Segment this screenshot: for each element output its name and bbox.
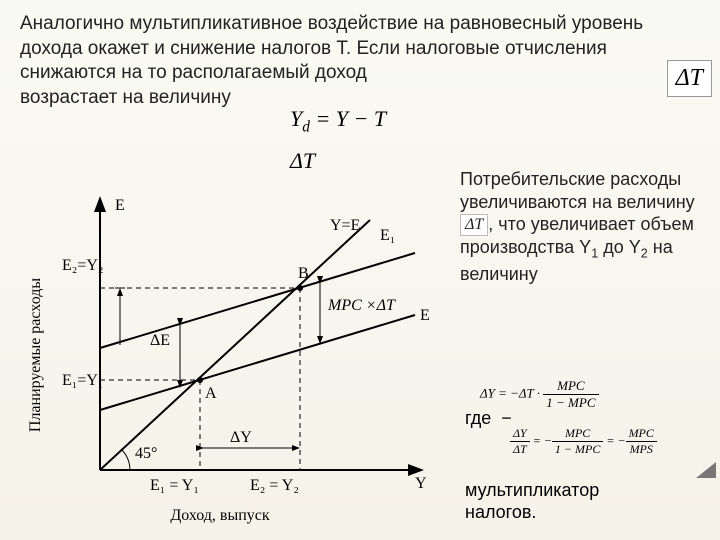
keynesian-cross-chart: Планируемые расходы E Y 45° Y=E E E₁ A B… xyxy=(20,180,450,530)
right-text-3: до Y xyxy=(598,237,641,257)
point-b-label: B xyxy=(298,265,309,282)
e1-line-label: E₁ xyxy=(380,227,395,244)
angle-arc xyxy=(121,449,130,470)
y-axis-label: Планируемые расходы xyxy=(27,278,44,432)
e-line-label: E xyxy=(420,307,430,324)
x-e2y2: E₂ = Y₂ xyxy=(250,477,299,494)
where-label: где − xyxy=(465,408,512,429)
multiplier-label: мультипликатор налогов. xyxy=(465,480,599,523)
line-e xyxy=(100,315,415,410)
formula-delta-t: ΔT xyxy=(290,148,315,174)
dy-label: ΔY xyxy=(230,429,252,446)
delta-t-box: ΔT xyxy=(667,60,712,97)
x-axis-label: Доход, выпуск xyxy=(170,507,270,524)
mpc-label: MPC ×ΔT xyxy=(327,297,396,314)
ye-label: Y=E xyxy=(330,217,360,234)
de-label: ΔE xyxy=(150,332,170,349)
para1-text: Аналогично мультипликативное воздействие… xyxy=(20,13,643,83)
right-text-1: Потребительские расходы увеличиваются на… xyxy=(460,169,695,212)
formula-multiplier: ΔYΔT = −MPC1 − MPC = −MPCMPS xyxy=(510,426,657,457)
y-axis-end-label: Y xyxy=(415,475,427,492)
angle-label: 45° xyxy=(135,445,157,462)
corner-fold-icon xyxy=(696,462,716,478)
formula-yd: Yd = Y − T xyxy=(290,106,386,136)
paragraph-1: Аналогично мультипликативное воздействие… xyxy=(20,12,700,111)
point-a-label: A xyxy=(205,385,217,402)
e-axis-label: E xyxy=(115,197,125,214)
right-column: Потребительские расходы увеличиваются на… xyxy=(460,168,710,285)
x-e1y1: E₁ = Y₁ xyxy=(150,477,199,494)
formula-delta-y: ΔY = −ΔT · MPC1 − MPC xyxy=(480,378,599,411)
para2-text: возрастает на величину xyxy=(20,87,231,108)
e1y1-label: E₁=Y₁ xyxy=(62,372,104,389)
e2y2-label: E₂=Y₂ xyxy=(62,257,104,274)
delta-t-inline: ΔT xyxy=(460,214,488,236)
